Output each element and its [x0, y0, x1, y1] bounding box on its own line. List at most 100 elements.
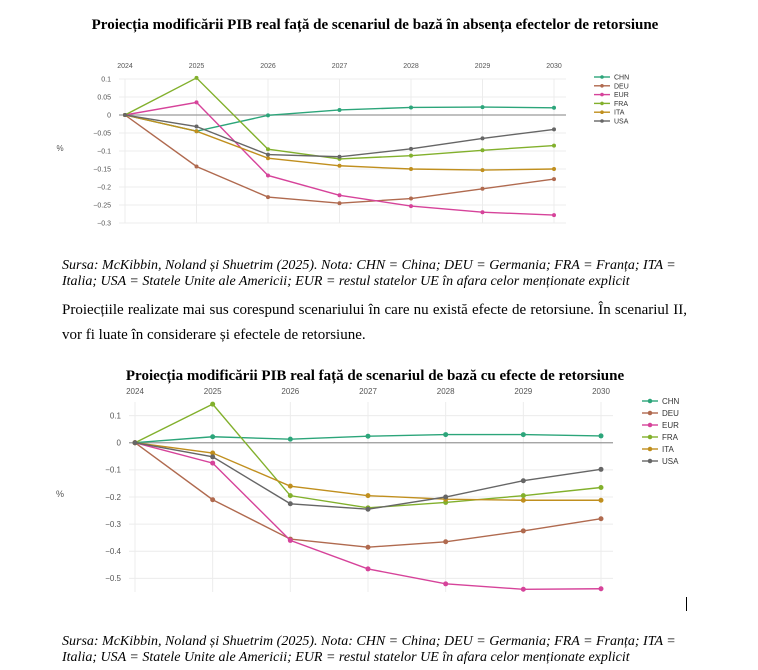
chart1-point-ita	[266, 156, 270, 161]
chart1-point-eur	[194, 100, 199, 105]
chart1-ytick-label: −0.15	[93, 166, 111, 173]
chart2-ytick-label: −0.5	[105, 574, 121, 583]
text-cursor	[686, 597, 687, 611]
chart1-point-fra	[194, 75, 199, 80]
chart2-point-usa	[287, 501, 293, 507]
chart2-legend-label: FRA	[662, 433, 679, 442]
chart2-point-eur	[598, 586, 604, 592]
chart1-legend-label: EUR	[614, 92, 629, 99]
chart2-ytick-label: −0.4	[105, 547, 121, 556]
chart2-point-eur	[287, 537, 293, 543]
chart2-point-eur	[210, 460, 216, 466]
chart2-plot: 0.1 0 −0.1 −0.2 −0.3 −0.4 −0.5 2024 2025 2026 2027…	[56, 387, 680, 592]
chart2-point-usa	[598, 466, 604, 472]
chart2-xtick-label: 2026	[281, 387, 299, 396]
chart2-xtick-label: 2024	[126, 387, 144, 396]
chart1-point-chn	[409, 105, 413, 110]
chart1-point-eur	[266, 173, 270, 178]
chart1-point-fra	[552, 143, 556, 148]
chart2-point-fra	[520, 493, 526, 499]
chart2-point-fra	[210, 401, 216, 407]
chart2-legend-label: DEU	[662, 409, 679, 418]
chart1-point-usa	[409, 146, 413, 151]
chart1-plot: 0.1 0.05 0 −0.05 −0.1 −0.15 −0.2 −0.25 −0.3 2024 2…	[56, 63, 629, 227]
chart2-legend-label: EUR	[662, 421, 679, 430]
chart1-legend-marker	[600, 75, 604, 79]
chart1-point-usa	[266, 152, 270, 157]
chart1-xtick-label: 2025	[189, 63, 205, 70]
chart2-point-fra	[287, 493, 293, 499]
chart2-ylabel: %	[56, 489, 64, 499]
chart2-point-eur	[443, 581, 449, 587]
chart1-xtick-label: 2027	[332, 63, 348, 70]
chart1-point-deu	[480, 186, 485, 191]
chart1-point-deu	[194, 164, 199, 169]
chart2-legend-marker	[647, 410, 653, 416]
chart2-point-deu	[443, 539, 449, 545]
chart2-point-deu	[210, 497, 216, 503]
chart1-point-eur	[409, 204, 413, 209]
chart1-legend-label: FRA	[614, 101, 628, 108]
chart2-legend-label: USA	[662, 457, 679, 466]
chart1-point-ita	[337, 163, 342, 168]
chart1-point-eur	[337, 193, 342, 198]
chart2-point-chn	[520, 432, 526, 438]
chart1-legend-label: ITA	[614, 110, 625, 117]
chart2-ytick-label: −0.3	[105, 520, 121, 529]
chart2-point-deu	[520, 528, 526, 534]
chart1-ylabel: %	[56, 144, 63, 153]
chart1-point-ita	[194, 129, 199, 134]
chart2-point-eur	[365, 566, 371, 572]
chart2-point-deu	[598, 516, 604, 522]
chart1-point-eur	[480, 210, 485, 215]
chart1-point-usa	[337, 154, 342, 159]
chart2-legend-label: ITA	[662, 445, 675, 454]
chart2-point-ita	[210, 450, 216, 456]
chart2-legend-marker	[647, 398, 653, 404]
chart2-point-fra	[598, 485, 604, 490]
chart1-legend-marker	[600, 84, 604, 88]
chart1-source-note: Sursa: McKibbin, Noland și Shuetrim (202…	[62, 258, 676, 289]
chart2-legend-marker	[647, 446, 653, 452]
chart2-xtick-label: 2029	[514, 387, 532, 396]
chart1-point-usa	[123, 113, 127, 117]
chart2-legend-marker	[647, 458, 653, 464]
chart2-point-usa	[210, 454, 216, 460]
chart2-point-chn	[598, 433, 604, 439]
chart2-legend-label: CHN	[662, 397, 680, 406]
chart1-point-fra	[480, 148, 485, 153]
chart1-ytick-label: −0.2	[97, 184, 111, 191]
chart2-legend-marker	[647, 434, 653, 440]
chart1-ytick-label: −0.1	[97, 148, 111, 155]
chart1-xtick-label: 2028	[403, 63, 419, 70]
chart2-point-chn	[287, 436, 293, 442]
chart1-legend-marker	[600, 92, 604, 97]
chart1-point-chn	[337, 107, 342, 112]
chart2-point-usa	[365, 506, 371, 512]
chart2-point-usa	[520, 478, 526, 484]
chart1-point-ita	[552, 167, 556, 171]
chart1-point-deu	[409, 196, 413, 201]
chart1-point-fra	[409, 153, 413, 158]
chart1-point-usa	[480, 136, 485, 141]
chart1-point-ita	[480, 168, 485, 173]
chart2-ytick-label: −0.2	[105, 493, 121, 502]
chart1-point-eur	[552, 213, 556, 218]
chart1-legend-label: DEU	[614, 83, 629, 90]
chart2-point-usa	[132, 440, 138, 446]
chart1-point-deu	[552, 177, 556, 182]
chart1-point-usa	[194, 124, 199, 129]
chart2-ytick-label: 0.1	[110, 411, 122, 420]
chart2-xtick-label: 2028	[437, 387, 455, 396]
chart2-legend-marker	[647, 422, 653, 428]
chart1-point-deu	[337, 201, 342, 206]
chart1-title: Proiecția modificării PIB real față de s…	[91, 17, 659, 33]
chart2-point-chn	[210, 434, 216, 440]
chart2-point-usa	[443, 494, 449, 500]
chart1-point-usa	[552, 127, 556, 132]
chart2-point-ita	[520, 497, 526, 503]
body-paragraph: Proiecțiile realizate mai sus corespund …	[62, 302, 687, 343]
chart1-ytick-label: −0.05	[93, 130, 111, 137]
chart2-xtick-label: 2025	[204, 387, 222, 396]
chart2-title: Proiecția modificării PIB real față de s…	[125, 368, 625, 384]
